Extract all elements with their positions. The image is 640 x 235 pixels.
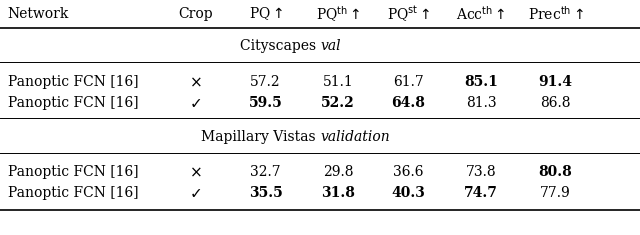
Text: 40.3: 40.3 [392, 186, 425, 200]
Text: 57.2: 57.2 [250, 75, 281, 89]
Text: 35.5: 35.5 [249, 186, 282, 200]
Text: $\times$: $\times$ [189, 75, 202, 89]
Text: Panoptic FCN [16]: Panoptic FCN [16] [8, 96, 138, 110]
Text: 52.2: 52.2 [321, 96, 355, 110]
Text: val: val [320, 39, 340, 53]
Text: 51.1: 51.1 [323, 75, 353, 89]
Text: Panoptic FCN [16]: Panoptic FCN [16] [8, 186, 138, 200]
Text: $\checkmark$: $\checkmark$ [189, 96, 202, 110]
Text: Cityscapes: Cityscapes [239, 39, 320, 53]
Text: PQ$\uparrow$: PQ$\uparrow$ [248, 6, 283, 22]
Text: 85.1: 85.1 [465, 75, 498, 89]
Text: 81.3: 81.3 [466, 96, 497, 110]
Text: 31.8: 31.8 [321, 186, 355, 200]
Text: 73.8: 73.8 [466, 165, 497, 179]
Text: Crop: Crop [178, 7, 212, 21]
Text: 64.8: 64.8 [392, 96, 425, 110]
Text: PQ$^{\rm st}\uparrow$: PQ$^{\rm st}\uparrow$ [387, 4, 430, 24]
Text: 61.7: 61.7 [393, 75, 424, 89]
Text: $\times$: $\times$ [189, 165, 202, 179]
Text: 74.7: 74.7 [465, 186, 498, 200]
Text: Panoptic FCN [16]: Panoptic FCN [16] [8, 165, 138, 179]
Text: 86.8: 86.8 [540, 96, 571, 110]
Text: 77.9: 77.9 [540, 186, 571, 200]
Text: Mapillary Vistas: Mapillary Vistas [201, 130, 320, 144]
Text: 32.7: 32.7 [250, 165, 281, 179]
Text: PQ$^{\rm th}\uparrow$: PQ$^{\rm th}\uparrow$ [316, 4, 360, 24]
Text: Prec$^{\rm th}\uparrow$: Prec$^{\rm th}\uparrow$ [527, 5, 584, 23]
Text: $\checkmark$: $\checkmark$ [189, 186, 202, 200]
Text: Panoptic FCN [16]: Panoptic FCN [16] [8, 75, 138, 89]
Text: validation: validation [320, 130, 390, 144]
Text: 36.6: 36.6 [393, 165, 424, 179]
Text: Acc$^{\rm th}\uparrow$: Acc$^{\rm th}\uparrow$ [456, 5, 506, 23]
Text: 59.5: 59.5 [249, 96, 282, 110]
Text: 29.8: 29.8 [323, 165, 353, 179]
Text: Network: Network [8, 7, 69, 21]
Text: 80.8: 80.8 [539, 165, 572, 179]
Text: 91.4: 91.4 [538, 75, 573, 89]
